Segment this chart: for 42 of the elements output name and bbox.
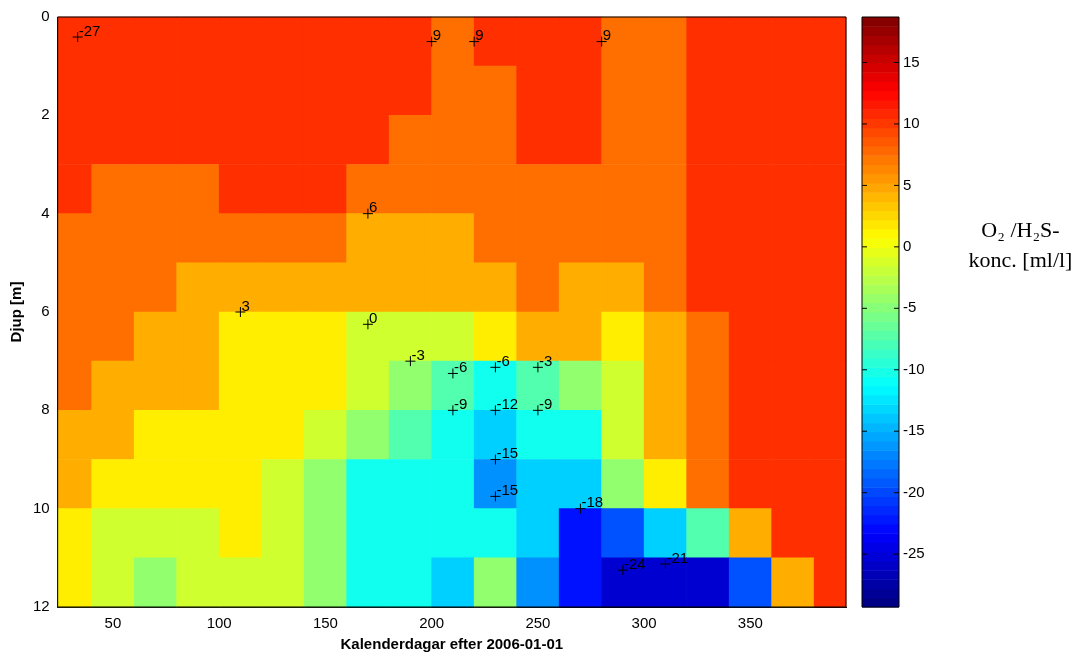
annotation: -12 bbox=[496, 394, 519, 412]
annotation: -9 bbox=[538, 394, 553, 412]
x-tick-label: 250 bbox=[525, 614, 551, 632]
y-axis-title: Djup [m] bbox=[7, 281, 25, 343]
annotation: 6 bbox=[368, 198, 378, 216]
y-tick-label: 2 bbox=[41, 105, 50, 123]
annotation: -27 bbox=[78, 21, 101, 39]
color-bar-label: -5 bbox=[903, 298, 917, 316]
color-bar-label: -10 bbox=[903, 359, 925, 377]
color-bar-label: -25 bbox=[903, 544, 925, 562]
color-bar-label: 0 bbox=[903, 236, 912, 254]
annotation: 0 bbox=[368, 308, 378, 326]
y-tick-label: 8 bbox=[41, 400, 50, 418]
x-tick-label: 100 bbox=[206, 614, 232, 632]
annotation: -24 bbox=[623, 554, 646, 572]
y-tick-label: 0 bbox=[41, 7, 50, 25]
y-tick-label: 12 bbox=[33, 597, 50, 615]
y-tick-label: 10 bbox=[33, 498, 50, 516]
color-bar-label: 5 bbox=[903, 175, 912, 193]
x-tick-label: 350 bbox=[737, 614, 763, 632]
annotation: -3 bbox=[538, 351, 553, 369]
color-bar-label: -15 bbox=[903, 421, 925, 439]
x-tick-label: 200 bbox=[419, 614, 445, 632]
color-bar-label: 10 bbox=[903, 114, 920, 132]
annotation: 9 bbox=[432, 26, 441, 44]
color-bar-label: 15 bbox=[903, 52, 920, 70]
x-tick-label: 150 bbox=[312, 614, 338, 632]
annotation: 9 bbox=[475, 26, 484, 44]
x-axis-title: Kalenderdagar efter 2006-01-01 bbox=[340, 635, 564, 653]
annotation: -15 bbox=[496, 444, 519, 462]
annotation: 9 bbox=[602, 26, 611, 44]
annotation: -3 bbox=[411, 345, 425, 363]
annotation: -15 bbox=[496, 481, 519, 499]
y-tick-label: 4 bbox=[41, 203, 50, 221]
annotation: -9 bbox=[453, 394, 468, 412]
color-bar-label: -20 bbox=[903, 482, 925, 500]
y-tick-label: 6 bbox=[41, 302, 50, 320]
color-bar-title: O₂ /H₂S-konc. [ml/l] bbox=[968, 216, 1073, 274]
x-tick-label: 50 bbox=[104, 614, 122, 632]
x-tick-label: 300 bbox=[631, 614, 657, 632]
annotation: -6 bbox=[453, 358, 468, 376]
annotation: 3 bbox=[241, 296, 250, 314]
